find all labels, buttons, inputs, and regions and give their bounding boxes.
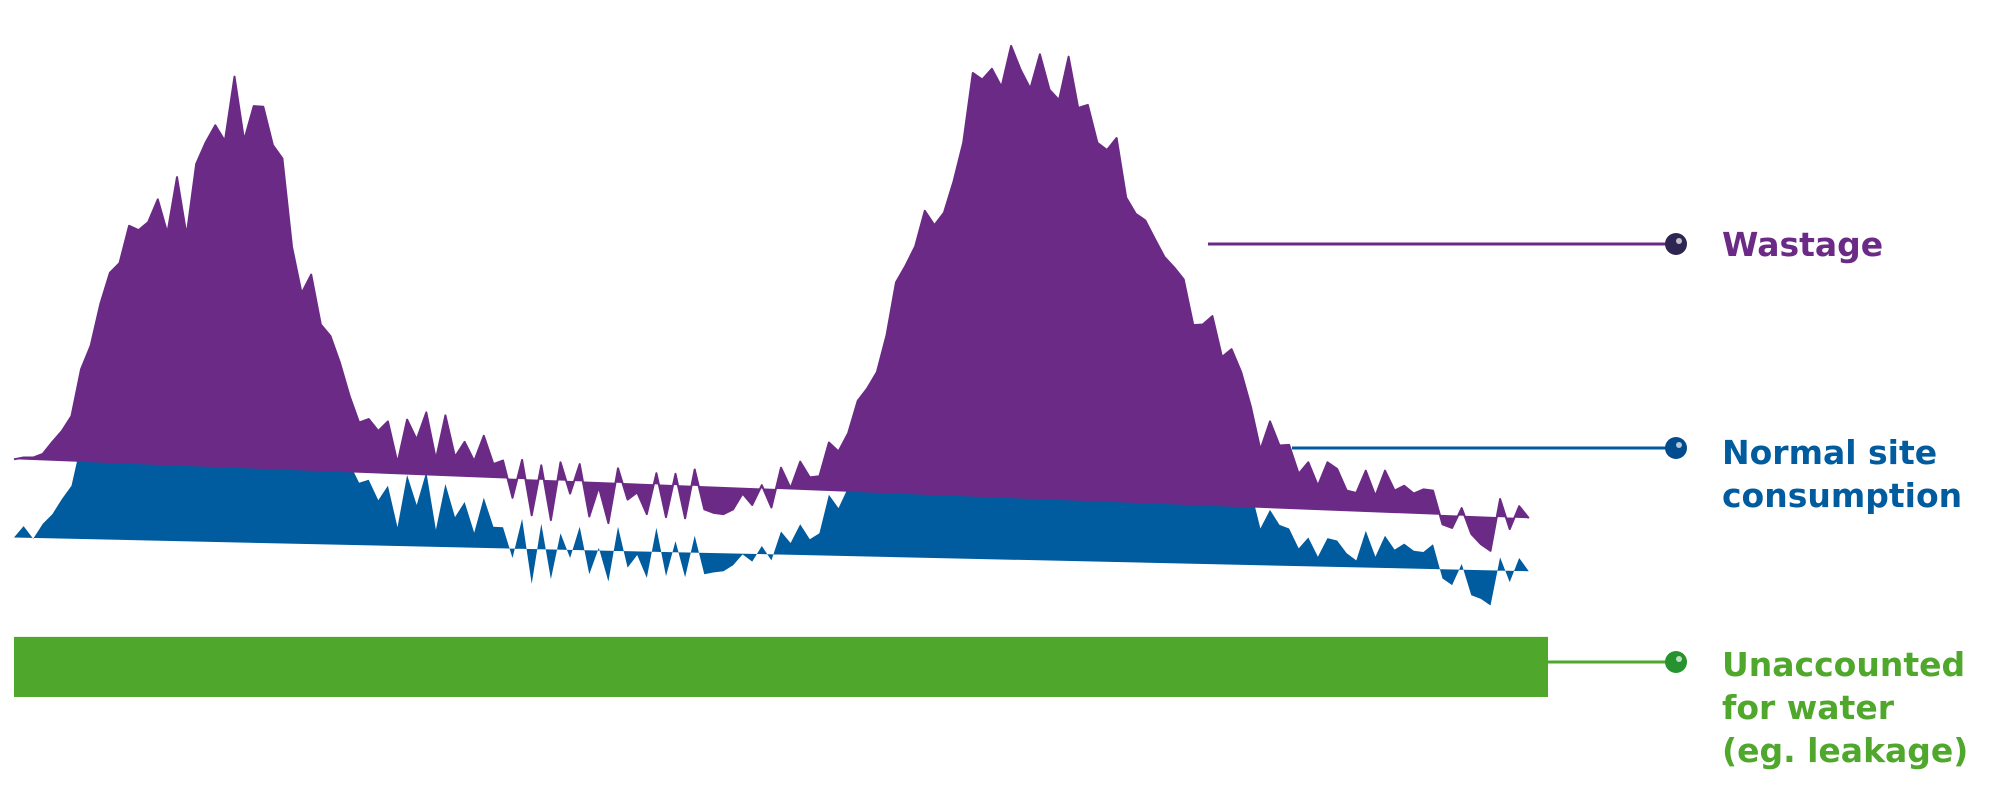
area-unaccounted-water [14,636,1548,697]
area-wastage [13,44,1530,552]
legend-label-normal-site-consumption: Normal site consumption [1722,431,2007,517]
chart-areas [13,44,1548,697]
legend-line: Normal site [1722,433,1938,472]
leader-wastage-dot-highlight [1676,238,1682,244]
legend-line: Wastage [1722,225,1884,264]
legend-line: consumption [1722,476,1963,515]
leader-unaccounted-water-dot-highlight [1676,656,1682,662]
leader-normal-site-consumption-dot-highlight [1676,442,1682,448]
leader-normal-site-consumption-dot [1665,437,1687,459]
leader-unaccounted-water-dot [1665,651,1687,673]
legend-leaders [1208,233,1687,673]
legend-line: for water [1722,688,1894,727]
legend-line: (eg. leakage) [1722,731,1969,770]
legend-label-wastage: Wastage [1722,223,1883,266]
legend-label-unaccounted-water: Unaccounted for water (eg. leakage) [1722,643,2007,772]
leader-wastage-dot [1665,233,1687,255]
legend-line: Unaccounted [1722,645,1966,684]
